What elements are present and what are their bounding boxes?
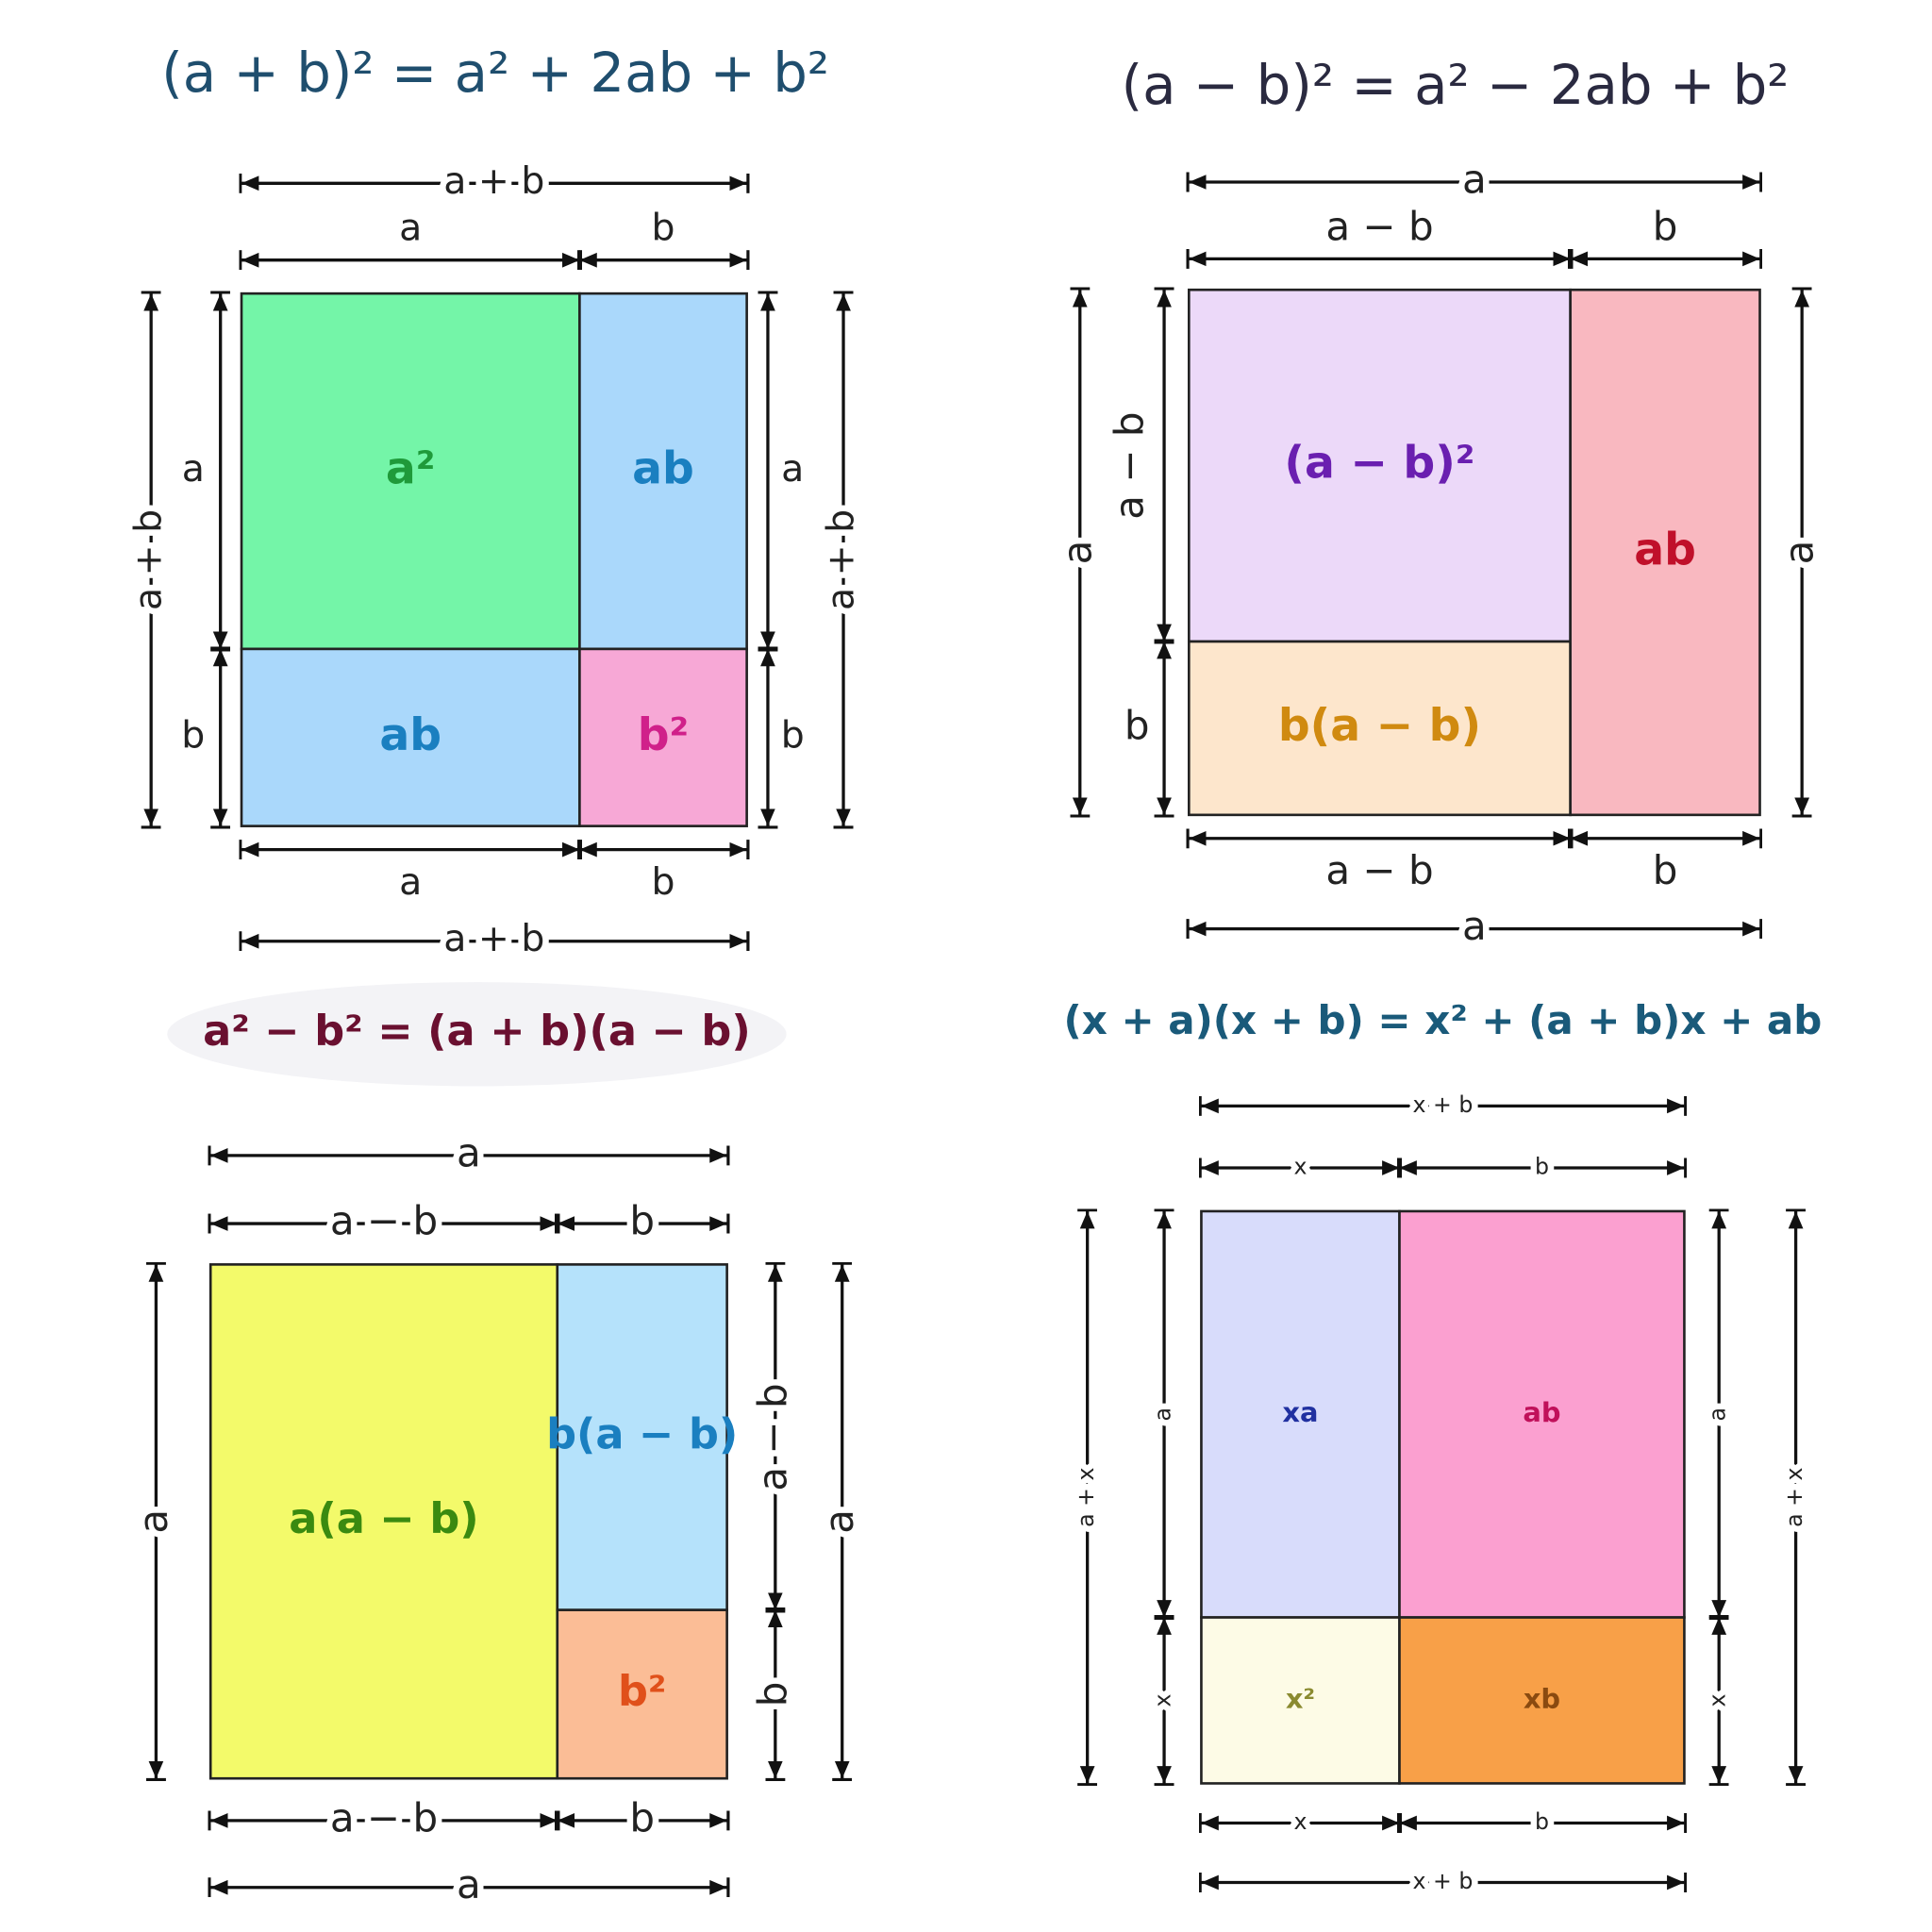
area-cell <box>1200 1616 1401 1785</box>
area-cell <box>556 1263 728 1611</box>
area-label: a² <box>386 443 436 495</box>
formula-backdrop <box>167 982 787 1087</box>
area-label: ab <box>1634 525 1696 576</box>
dimension-label: b <box>652 860 675 904</box>
dimension-label: x <box>1293 1153 1307 1179</box>
dimension-label: a <box>781 447 804 491</box>
area-label: x² <box>1286 1683 1315 1715</box>
dimension-label: a + b <box>820 509 863 610</box>
dimension-label: x + b <box>1413 1868 1474 1894</box>
dimension-label: a + x <box>1781 1468 1807 1527</box>
dimension-label: a − b <box>1106 411 1152 519</box>
dimension-label: a − b <box>330 1794 438 1840</box>
dimension-label: x + b <box>1413 1091 1474 1118</box>
area-cell <box>556 1608 728 1780</box>
dimension-label: a − b <box>330 1198 438 1244</box>
dimension-label: a <box>130 1509 176 1534</box>
dimension-label: a − b <box>749 1383 795 1491</box>
dimension-label: b <box>1653 203 1678 249</box>
area-cell <box>1187 288 1572 643</box>
area-label: ab <box>379 709 441 761</box>
dimension-label: b <box>629 1198 655 1244</box>
dimension-label: a + b <box>443 917 544 960</box>
dimension-label: a <box>1462 156 1487 202</box>
dimension-label: a <box>1776 541 1823 565</box>
area-cell <box>1398 1616 1686 1785</box>
formula: (a − b)² = a² − 2ab + b² <box>1122 53 1790 117</box>
area-label: b² <box>618 1667 667 1716</box>
dimension-label: b <box>1535 1808 1549 1835</box>
area-label: ab <box>632 443 694 495</box>
area-label: xa <box>1282 1396 1318 1428</box>
formula: (a + b)² = a² + 2ab + b² <box>161 41 829 105</box>
dimension-label: b <box>629 1794 655 1840</box>
dimension-label: a + x <box>1073 1468 1099 1527</box>
area-label: ab <box>1523 1396 1560 1428</box>
dimension-label: a <box>1705 1407 1731 1421</box>
area-label: a(a − b) <box>289 1494 478 1543</box>
area-label: (a − b)² <box>1284 438 1474 490</box>
dimension-label: a <box>457 1861 481 1907</box>
dimension-label: x <box>1293 1808 1307 1835</box>
area-label: xb <box>1524 1683 1560 1715</box>
dimension-label: b <box>1653 847 1678 893</box>
dimension-label: a <box>399 860 422 904</box>
dimension-label: a <box>457 1129 481 1175</box>
formula: a² − b² = (a + b)(a − b) <box>203 1007 751 1056</box>
area-cell <box>208 1263 559 1780</box>
dimension-label: b <box>181 713 205 757</box>
dimension-label: a − b <box>1325 847 1433 893</box>
dimension-label: b <box>1124 702 1150 748</box>
dimension-label: x <box>1150 1693 1176 1707</box>
area-cell <box>1569 288 1761 817</box>
dimension-label: a <box>1054 541 1100 565</box>
dimension-label: a + b <box>127 509 171 610</box>
area-label: b(a − b) <box>546 1410 738 1459</box>
area-cell <box>1200 1209 1401 1619</box>
area-label: b² <box>638 709 690 761</box>
dimension-label: a <box>1150 1407 1176 1421</box>
dimension-label: a + b <box>443 159 544 203</box>
dimension-label: b <box>1535 1153 1549 1179</box>
area-cell <box>578 647 748 827</box>
dimension-label: b <box>781 713 805 757</box>
dimension-label: a <box>399 207 422 250</box>
dimension-label: a <box>182 447 205 491</box>
dimension-label: b <box>749 1682 795 1707</box>
dimension-label: a − b <box>1325 203 1433 249</box>
dimension-label: a <box>1462 903 1487 949</box>
dimension-label: x <box>1705 1693 1731 1707</box>
dimension-label: b <box>652 207 675 250</box>
formula: (x + a)(x + b) = x² + (a + b)x + ab <box>1064 997 1823 1043</box>
area-cell <box>1398 1209 1686 1619</box>
area-label: b(a − b) <box>1278 700 1481 752</box>
dimension-label: a <box>816 1509 862 1534</box>
